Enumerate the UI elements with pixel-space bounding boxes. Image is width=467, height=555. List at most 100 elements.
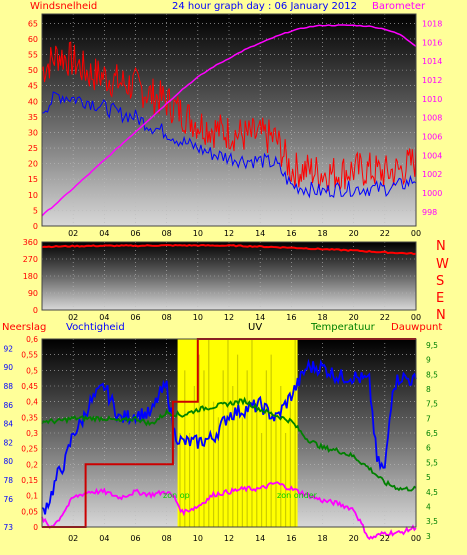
xtick-p1-0: 02 <box>68 313 78 322</box>
ytick-baro-9: 1016 <box>422 38 442 47</box>
panel-1-border <box>41 13 417 227</box>
series-windgust <box>41 41 417 192</box>
ytick-hum-1: 76 <box>3 495 13 504</box>
xtick-p1-2: 06 <box>130 313 140 322</box>
xtick-p0-8: 18 <box>317 229 327 238</box>
xtick-p0-4: 10 <box>193 229 203 238</box>
label-zon-op: zon op <box>163 491 190 500</box>
xtick-p1-6: 14 <box>255 313 265 322</box>
ytick-hum-6: 86 <box>3 401 13 410</box>
xtick-p2-7: 16 <box>286 534 296 543</box>
ytick-baro-5: 1008 <box>422 114 442 123</box>
ytick-wind-8: 40 <box>28 97 38 106</box>
ytick-wind-3: 15 <box>28 175 38 184</box>
dir-label-n2: N <box>436 308 446 323</box>
chart-title: 24 hour graph day : 06 January 2012 <box>172 1 357 12</box>
label-uv: UV <box>248 322 262 333</box>
series-windspeed <box>41 91 417 199</box>
xtick-p0-0: 02 <box>68 229 78 238</box>
ytick-hum-8: 90 <box>3 363 13 372</box>
ytick-temp-1: 3,5 <box>426 517 438 526</box>
xtick-p0-1: 04 <box>99 229 109 238</box>
ytick-baro-8: 1014 <box>422 57 442 66</box>
ytick-rain-2: 0,1 <box>26 492 38 501</box>
xtick-p2-6: 14 <box>255 534 265 543</box>
ytick-temp-12: 9 <box>426 356 431 365</box>
ytick-wind-12: 60 <box>28 35 38 44</box>
xtick-p1-7: 16 <box>286 313 296 322</box>
xtick-p2-11: 00 <box>411 534 421 543</box>
xtick-p1-8: 18 <box>317 313 327 322</box>
ytick-wind-7: 35 <box>28 113 38 122</box>
ytick-rain-9: 0,45 <box>21 382 38 391</box>
xtick-p2-5: 12 <box>224 534 234 543</box>
label-neerslag: Neerslag <box>2 322 46 333</box>
xtick-p1-11: 00 <box>411 313 421 322</box>
xtick-p0-9: 20 <box>349 229 359 238</box>
xtick-p0-7: 16 <box>286 229 296 238</box>
xtick-p0-2: 06 <box>130 229 140 238</box>
ytick-rain-11: 0,55 <box>21 351 38 360</box>
series-barometer <box>41 24 417 217</box>
ytick-dir-4: 360 <box>23 238 38 247</box>
ytick-temp-4: 5 <box>426 473 431 482</box>
ytick-baro-6: 1010 <box>422 95 442 104</box>
label-temperatuur: Temperatuur <box>310 322 376 333</box>
ytick-baro-7: 1012 <box>422 76 442 85</box>
ytick-baro-0: 998 <box>422 208 437 217</box>
ytick-temp-5: 5,5 <box>426 458 438 467</box>
dir-label-s: S <box>436 274 444 289</box>
ytick-temp-2: 4 <box>426 502 431 511</box>
ytick-wind-4: 20 <box>28 160 38 169</box>
dir-label-e: E <box>436 291 444 306</box>
label-dauwpunt: Dauwpunt <box>391 322 442 333</box>
ytick-hum-4: 82 <box>3 438 13 447</box>
ytick-rain-6: 0,3 <box>26 429 38 438</box>
ytick-rain-7: 0,35 <box>21 413 38 422</box>
xtick-p1-9: 20 <box>349 313 359 322</box>
ytick-wind-6: 30 <box>28 128 38 137</box>
panel-3-border <box>41 338 417 528</box>
ytick-hum-7: 88 <box>3 382 13 391</box>
ytick-wind-1: 5 <box>33 206 38 215</box>
ytick-temp-0: 3 <box>426 532 431 541</box>
ytick-wind-11: 55 <box>28 51 38 60</box>
xtick-p2-3: 08 <box>162 534 172 543</box>
ytick-hum-3: 80 <box>3 457 13 466</box>
ytick-wind-9: 45 <box>28 82 38 91</box>
ytick-dir-3: 270 <box>23 255 38 264</box>
ytick-baro-2: 1002 <box>422 170 442 179</box>
ytick-rain-1: 0,05 <box>21 507 38 516</box>
xtick-p2-8: 18 <box>317 534 327 543</box>
ytick-rain-10: 0,5 <box>26 366 38 375</box>
xtick-p1-10: 22 <box>380 313 390 322</box>
series-lines <box>41 24 417 541</box>
ytick-wind-5: 25 <box>28 144 38 153</box>
ytick-wind-13: 65 <box>28 19 38 28</box>
xtick-p0-3: 08 <box>162 229 172 238</box>
xtick-p2-2: 06 <box>130 534 140 543</box>
xtick-p0-10: 22 <box>380 229 390 238</box>
label-windsnelheid: Windsnelheid <box>30 1 97 12</box>
ytick-rain-5: 0,25 <box>21 445 38 454</box>
series-vochtigheid <box>41 358 417 515</box>
tick-labels: 0510152025303540455055606599810001002100… <box>3 19 442 543</box>
ytick-wind-10: 50 <box>28 66 38 75</box>
ytick-rain-3: 0,15 <box>21 476 38 485</box>
ytick-temp-9: 7,5 <box>426 400 438 409</box>
xtick-p0-5: 12 <box>224 229 234 238</box>
ytick-baro-1: 1000 <box>422 189 442 198</box>
xtick-p1-1: 04 <box>99 313 109 322</box>
panel-2-border <box>41 241 417 311</box>
ytick-rain-8: 0,4 <box>26 398 38 407</box>
ytick-hum-9: 92 <box>3 344 13 353</box>
ytick-hum-2: 78 <box>3 476 13 485</box>
ytick-dir-0: 0 <box>33 306 38 315</box>
ytick-wind-2: 10 <box>28 191 38 200</box>
dir-label-n1: N <box>436 239 446 254</box>
ytick-hum-5: 84 <box>3 420 13 429</box>
xtick-p2-1: 04 <box>99 534 109 543</box>
ytick-rain-12: 0,6 <box>26 335 38 344</box>
xtick-p2-9: 20 <box>349 534 359 543</box>
ytick-temp-6: 6 <box>426 444 431 453</box>
